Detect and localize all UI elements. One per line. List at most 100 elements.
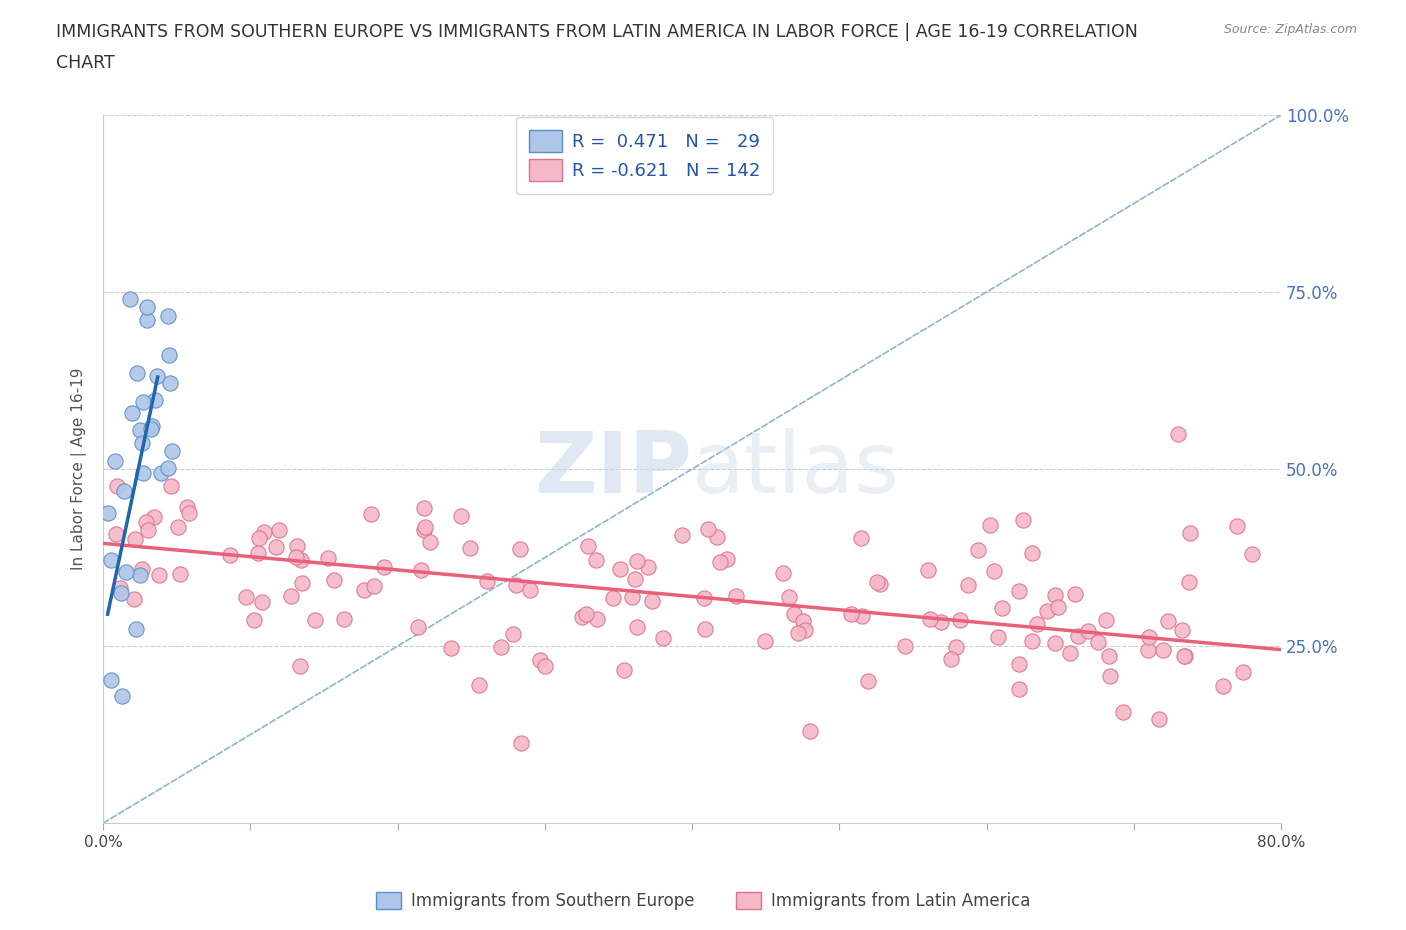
Point <box>1026 617 1049 631</box>
Point <box>983 564 1005 578</box>
Point <box>235 590 257 604</box>
Point <box>122 591 145 606</box>
Point <box>991 601 1014 616</box>
Point <box>917 562 939 577</box>
Point <box>322 573 344 588</box>
Point <box>143 510 166 525</box>
Point <box>167 520 190 535</box>
Point <box>1226 518 1249 533</box>
Point <box>246 545 269 560</box>
Point <box>1046 600 1069 615</box>
Point <box>285 550 308 565</box>
Point <box>1008 681 1031 696</box>
Point <box>1098 648 1121 663</box>
Point <box>929 615 952 630</box>
Point <box>510 736 533 751</box>
Point <box>118 292 141 307</box>
Point <box>621 590 644 604</box>
Point <box>585 553 607 568</box>
Point <box>373 560 395 575</box>
Text: ZIP: ZIP <box>534 428 692 511</box>
Point <box>1067 628 1090 643</box>
Point <box>450 509 472 524</box>
Point <box>412 501 434 516</box>
Point <box>135 514 157 529</box>
Point <box>250 594 273 609</box>
Point <box>247 531 270 546</box>
Legend: R =  0.471   N =   29, R = -0.621   N = 142: R = 0.471 N = 29, R = -0.621 N = 142 <box>516 117 773 193</box>
Point <box>1007 583 1029 598</box>
Point <box>146 368 169 383</box>
Point <box>219 548 242 563</box>
Point <box>156 308 179 323</box>
Point <box>131 435 153 450</box>
Point <box>110 586 132 601</box>
Point <box>652 631 675 645</box>
Point <box>108 581 131 596</box>
Point <box>408 619 430 634</box>
Point <box>143 392 166 407</box>
Point <box>979 517 1001 532</box>
Point <box>157 347 180 362</box>
Point <box>148 567 170 582</box>
Point <box>1174 648 1197 663</box>
Point <box>125 621 148 636</box>
Point <box>502 627 524 642</box>
Point <box>949 612 972 627</box>
Point <box>609 561 631 576</box>
Point <box>149 466 172 481</box>
Point <box>1021 633 1043 648</box>
Point <box>613 662 636 677</box>
Point <box>353 582 375 597</box>
Point <box>529 653 551 668</box>
Point <box>132 394 155 409</box>
Point <box>754 634 776 649</box>
Point <box>641 594 664 609</box>
Point <box>156 460 179 475</box>
Point <box>1152 643 1174 658</box>
Point <box>778 590 800 604</box>
Point <box>100 552 122 567</box>
Point <box>575 607 598 622</box>
Point <box>264 539 287 554</box>
Point <box>1012 512 1035 527</box>
Point <box>571 610 593 625</box>
Point <box>1063 587 1085 602</box>
Point <box>576 539 599 554</box>
Point <box>475 573 498 588</box>
Point <box>243 613 266 628</box>
Point <box>159 376 181 391</box>
Point <box>586 611 609 626</box>
Point <box>290 553 312 568</box>
Point <box>458 541 481 556</box>
Point <box>440 641 463 656</box>
Point <box>135 299 157 314</box>
Point <box>1137 630 1160 644</box>
Point <box>1232 665 1254 680</box>
Point <box>467 678 489 693</box>
Point <box>489 639 512 654</box>
Point <box>1240 547 1263 562</box>
Point <box>783 606 806 621</box>
Point <box>709 554 731 569</box>
Point <box>129 567 152 582</box>
Point <box>112 484 135 498</box>
Point <box>1167 426 1189 441</box>
Point <box>285 539 308 554</box>
Point <box>509 541 531 556</box>
Point <box>162 444 184 458</box>
Point <box>363 578 385 593</box>
Point <box>179 505 201 520</box>
Point <box>1171 622 1194 637</box>
Y-axis label: In Labor Force | Age 16-19: In Labor Force | Age 16-19 <box>72 367 87 570</box>
Point <box>519 582 541 597</box>
Point <box>131 465 153 480</box>
Point <box>602 591 624 605</box>
Point <box>97 506 120 521</box>
Point <box>920 611 942 626</box>
Point <box>121 406 143 421</box>
Point <box>1021 545 1043 560</box>
Point <box>725 589 748 604</box>
Point <box>1043 636 1066 651</box>
Point <box>1212 678 1234 693</box>
